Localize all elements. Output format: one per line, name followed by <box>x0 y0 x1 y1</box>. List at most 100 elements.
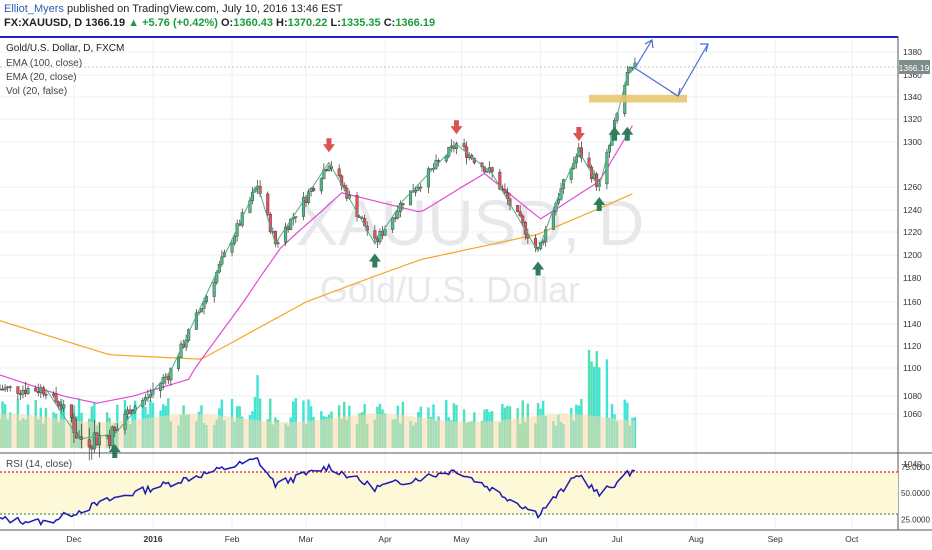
candle-body <box>217 264 221 273</box>
rsi-tick-label: 75.0000 <box>901 463 930 472</box>
time-axis[interactable]: Dec 2016 Feb Mar Apr May Jun Jul Aug Sep Oct <box>66 534 859 544</box>
price-tick-label: 1180 <box>903 273 922 283</box>
up-triangle-icon: ▲ <box>128 17 140 29</box>
resistance-zone[interactable] <box>589 94 688 103</box>
rsi-band <box>0 472 898 514</box>
time-tick-label: Jul <box>612 534 623 544</box>
candle-body <box>312 188 316 192</box>
price-tick-label: 1380 <box>903 47 922 57</box>
projection-path[interactable] <box>634 39 709 97</box>
candle-body <box>378 231 382 243</box>
candle-body <box>396 211 400 219</box>
symbol-label: FX:XAUUSD, D <box>4 17 83 29</box>
candle-body <box>294 216 298 218</box>
candle-body <box>194 312 198 330</box>
time-tick-label: Sep <box>768 534 783 544</box>
volume-bar <box>595 351 598 448</box>
candle-body <box>541 241 545 243</box>
candle-body <box>212 282 216 297</box>
legend-ema20[interactable]: EMA (20, close) <box>6 72 77 83</box>
candle-body <box>202 301 206 309</box>
time-tick-label: Apr <box>378 534 391 544</box>
candle-body <box>205 296 209 302</box>
time-tick-label: Feb <box>225 534 240 544</box>
candle-body <box>125 409 129 415</box>
candle-body <box>92 432 96 450</box>
candle-body <box>449 145 453 148</box>
legend-rsi[interactable]: RSI (14, close) <box>6 459 72 470</box>
author-link[interactable]: Elliot_Myers <box>4 3 64 15</box>
candle-body <box>324 169 328 172</box>
candle-body <box>26 388 30 394</box>
rsi-tick-label: 25.0000 <box>901 515 930 524</box>
candle-body <box>59 405 63 409</box>
volume-ma-area <box>0 414 635 448</box>
candle-body <box>551 211 555 230</box>
buy-arrow-icon <box>108 444 121 458</box>
price-tick-label: 1120 <box>903 341 922 351</box>
low-label: L: <box>330 17 341 29</box>
candle-body <box>393 217 397 219</box>
candle-body <box>516 205 520 212</box>
legend-title: Gold/U.S. Dollar, D, FXCM <box>6 43 124 54</box>
candle-body <box>233 235 237 244</box>
price-tick-label: 1300 <box>903 137 922 147</box>
price-badge: 1366.19 <box>899 60 930 74</box>
candle-body <box>307 191 311 203</box>
candle-body <box>72 417 76 433</box>
time-tick-label: Jun <box>534 534 548 544</box>
publish-text: published on TradingView.com, July 10, 2… <box>66 3 343 15</box>
rsi-tick-label: 50.0000 <box>901 489 930 498</box>
high-label: H: <box>276 17 288 29</box>
candle-body <box>69 404 73 418</box>
candle-body <box>41 387 45 395</box>
volume-bar <box>590 361 593 448</box>
watermark-symbol: XAUUSD, D <box>296 187 645 259</box>
candle-body <box>36 390 40 393</box>
open-label: O: <box>220 17 234 29</box>
candle-body <box>34 388 38 392</box>
price-badge-text: 1366.19 <box>899 63 930 73</box>
volume-bar <box>256 375 259 448</box>
candle-body <box>90 446 94 450</box>
price-axis[interactable]: 1040 1060 1080 1100 1120 1140 1160 1180 1200 1220… <box>903 47 922 469</box>
pattern-lines <box>45 67 636 440</box>
candle-body <box>108 435 112 446</box>
price-tick-label: 1040 <box>903 459 922 469</box>
price-tick-label: 1100 <box>903 363 922 373</box>
candle-body <box>8 386 12 388</box>
candle-body <box>521 215 525 223</box>
candle-body <box>176 357 180 369</box>
buy-arrow-icon <box>608 126 621 141</box>
low-value: 1335.35 <box>340 17 381 29</box>
candle-body <box>97 435 101 445</box>
candle-body <box>95 432 99 445</box>
price-tick-label: 1060 <box>903 409 922 419</box>
candle-body <box>485 171 489 173</box>
candle-body <box>44 393 48 396</box>
legend-vol[interactable]: Vol (20, false) <box>6 86 67 97</box>
price-tick-label: 1320 <box>903 114 922 124</box>
candle-body <box>391 217 395 230</box>
price-tick-label: 1220 <box>903 227 922 237</box>
close-label: C: <box>383 17 396 29</box>
candle-body <box>6 386 10 388</box>
price-tick-label: 1140 <box>903 319 922 329</box>
high-value: 1370.22 <box>287 17 328 29</box>
publish-line: Elliot_Myers published on TradingView.co… <box>4 3 343 15</box>
time-tick-label: Aug <box>689 534 704 544</box>
time-tick-label: May <box>454 534 471 544</box>
candle-body <box>230 243 234 253</box>
candle-body <box>87 439 91 448</box>
legend-ema100[interactable]: EMA (100, close) <box>6 58 82 69</box>
candle-body <box>235 223 239 237</box>
rsi-pane <box>0 457 898 527</box>
candle-body <box>409 190 413 206</box>
candle-body <box>373 230 377 239</box>
rsi-axis[interactable]: 75.0000 50.0000 25.0000 <box>901 463 930 525</box>
candle-body <box>284 226 288 243</box>
candle-body <box>605 152 609 185</box>
ema20-line <box>0 125 633 404</box>
candle-body <box>54 393 58 402</box>
